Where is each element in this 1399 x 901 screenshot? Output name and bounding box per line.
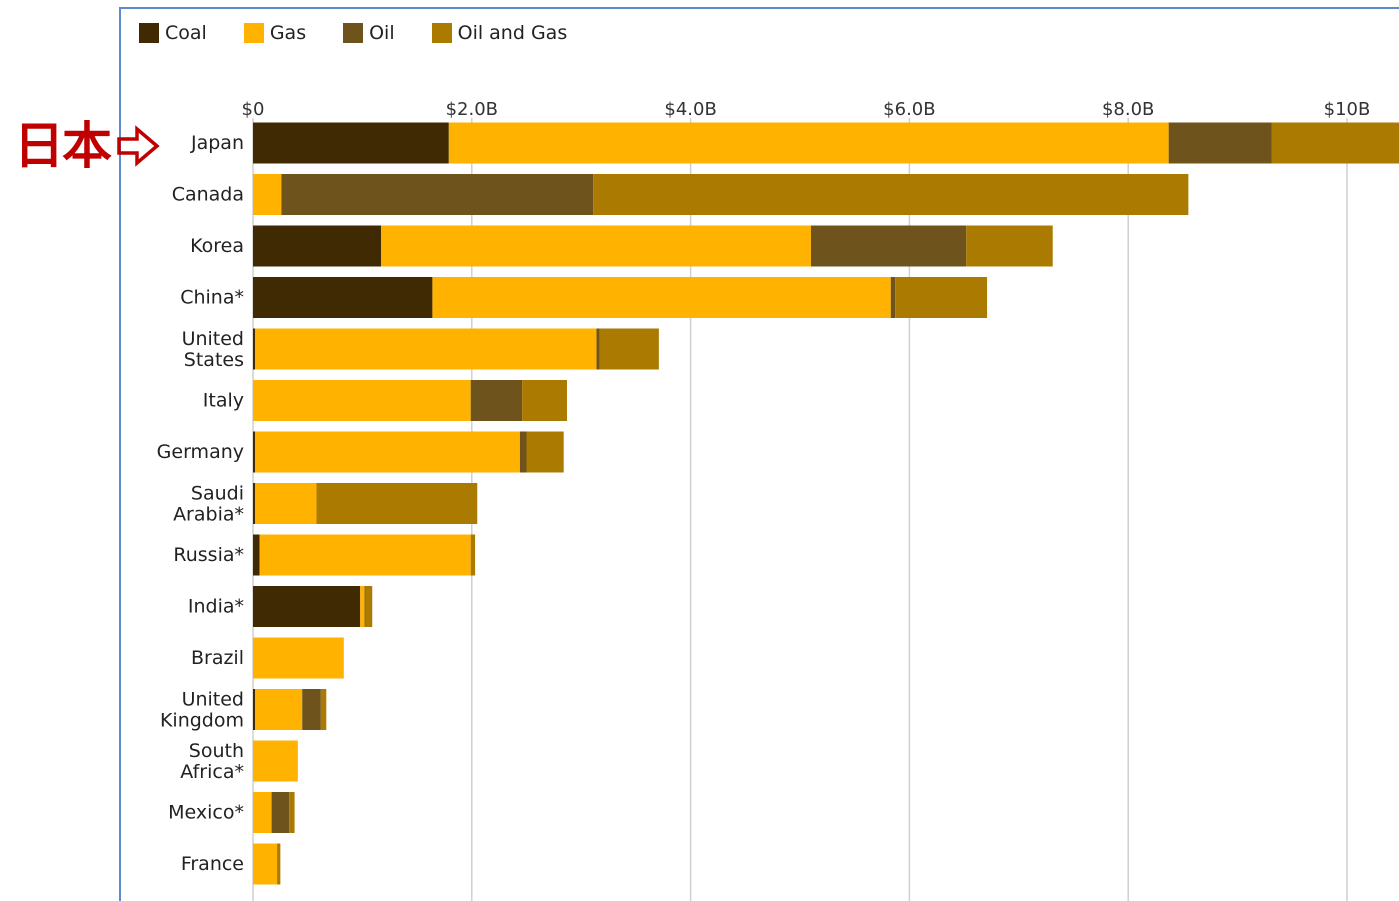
bar-segment-oil-and-gas xyxy=(522,380,567,421)
legend-swatch xyxy=(343,23,364,43)
legend-item-oil-and-gas: Oil and Gas xyxy=(431,22,568,44)
bar-segment-coal xyxy=(253,534,260,576)
legend-item-gas: Gas xyxy=(243,22,307,44)
category-label: States xyxy=(184,349,244,371)
bar-segment-oil-and-gas xyxy=(966,225,1053,267)
category-label: Germany xyxy=(157,441,244,463)
bar-segment-oil-and-gas xyxy=(365,586,373,627)
bar-segment-gas xyxy=(360,586,365,627)
bar-segment-gas xyxy=(253,380,471,421)
bar-segment-oil xyxy=(281,174,594,215)
category-label: Arabia* xyxy=(173,504,244,526)
category-label: France xyxy=(181,853,244,875)
legend-label: Coal xyxy=(165,22,207,44)
right-arrow-icon xyxy=(117,125,160,167)
bar-segment-gas xyxy=(448,122,1169,164)
category-label: United xyxy=(182,689,244,711)
legend-swatch xyxy=(431,23,452,43)
bar-segment-oil xyxy=(364,586,366,627)
x-tick-label: $10B xyxy=(1324,99,1371,120)
category-label: Korea xyxy=(190,235,244,257)
x-tick-label: $6.0B xyxy=(883,99,935,120)
bar-segment-gas xyxy=(253,843,278,885)
bar-segment-oil-and-gas xyxy=(277,843,281,885)
bar-segment-oil-and-gas xyxy=(593,174,1189,215)
bar-segment-gas xyxy=(253,637,344,679)
x-tick-label: $4.0B xyxy=(664,99,716,120)
bar-segment-oil-and-gas xyxy=(599,328,659,370)
legend-swatch xyxy=(139,23,159,43)
bar-segment-gas xyxy=(380,225,811,267)
category-label: Russia* xyxy=(173,544,244,566)
bar-segment-gas xyxy=(255,483,317,524)
legend-item-coal: Coal xyxy=(139,22,207,44)
category-label: India* xyxy=(188,596,244,618)
bar-segment-coal xyxy=(253,225,381,267)
bar-segment-gas xyxy=(255,689,303,730)
bar-segment-coal xyxy=(253,431,256,473)
bar-segment-gas xyxy=(259,534,471,576)
legend-item-oil: Oil xyxy=(343,22,395,44)
legend-label: Gas xyxy=(269,22,307,44)
bar-segment-oil-and-gas xyxy=(470,534,476,576)
category-label: Mexico* xyxy=(168,802,244,824)
bar-segment-oil-and-gas xyxy=(320,689,327,730)
bar-segment-gas xyxy=(255,431,520,473)
bar-segment-coal xyxy=(253,586,361,627)
category-label: Japan xyxy=(190,132,244,154)
x-tick-label: $8.0B xyxy=(1102,99,1154,120)
legend-label: Oil and Gas xyxy=(457,22,568,44)
bar-segment-oil xyxy=(271,792,290,833)
chart-frame xyxy=(119,7,1399,901)
bar-segment-oil xyxy=(519,431,527,473)
bar-segment-oil xyxy=(302,689,321,730)
bar-segment-oil-and-gas xyxy=(289,792,295,833)
bar-segment-oil xyxy=(596,328,600,370)
category-label: Brazil xyxy=(191,647,244,669)
bar-segment-gas xyxy=(253,740,298,782)
category-label: China* xyxy=(180,287,244,309)
category-label: Italy xyxy=(203,390,244,412)
category-label: Africa* xyxy=(180,761,244,783)
x-tick-label: $0 xyxy=(242,99,265,120)
bar-segment-gas xyxy=(432,277,891,318)
bar-segment-oil xyxy=(1168,122,1272,164)
bar-segment-oil-and-gas xyxy=(895,277,988,318)
category-label: Canada xyxy=(172,184,244,206)
bar-segment-gas xyxy=(253,792,272,833)
bar-segment-oil xyxy=(470,380,523,421)
bar-segment-oil xyxy=(890,277,896,318)
legend-swatch xyxy=(243,23,264,43)
annotation-label: 日本 xyxy=(14,117,112,175)
bar-segment-coal xyxy=(253,483,256,524)
bar-segment-coal xyxy=(253,277,433,318)
bar-segment-oil xyxy=(810,225,967,267)
category-label: Kingdom xyxy=(160,710,244,732)
bar-segment-coal xyxy=(253,122,449,164)
category-label: Saudi xyxy=(191,483,244,505)
bar-segment-gas xyxy=(255,328,597,370)
japan-annotation: 日本 xyxy=(14,116,160,176)
legend-label: Oil xyxy=(369,22,395,44)
category-label: United xyxy=(182,328,244,350)
bar-segment-coal xyxy=(253,689,256,730)
x-tick-label: $2.0B xyxy=(446,99,498,120)
bar-segment-coal xyxy=(253,328,256,370)
bar-segment-gas xyxy=(253,174,282,215)
bar-segment-oil-and-gas xyxy=(1271,122,1399,164)
bar-segment-oil-and-gas xyxy=(526,431,564,473)
bar-segment-oil-and-gas xyxy=(316,483,478,524)
legend: Coal Gas Oil Oil and Gas xyxy=(139,22,604,44)
category-label: South xyxy=(189,740,244,762)
